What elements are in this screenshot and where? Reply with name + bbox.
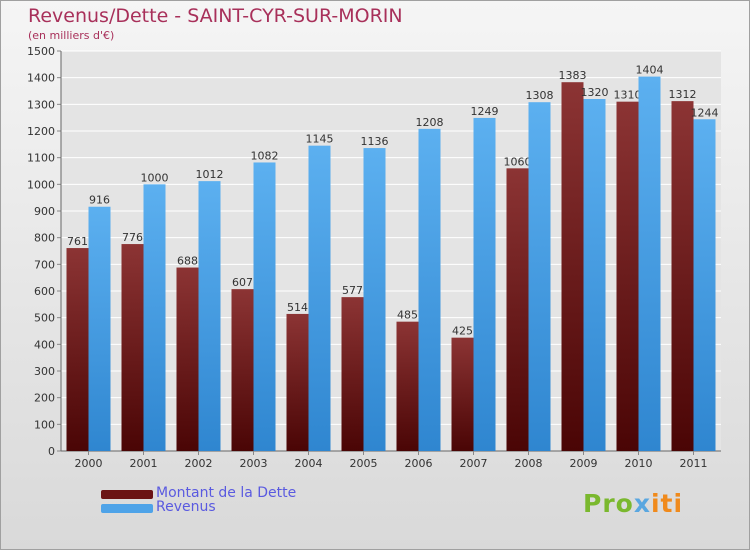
bar-dette (396, 321, 419, 451)
bar-revenus (198, 181, 221, 451)
bar-dette (231, 289, 254, 451)
y-tick-label: 500 (34, 312, 55, 325)
bar-dette (341, 297, 364, 451)
bar-revenus (528, 102, 551, 451)
x-tick-label: 2003 (240, 457, 268, 470)
data-label-dette: 425 (452, 325, 473, 338)
y-tick-label: 100 (34, 418, 55, 431)
data-label-dette: 1383 (559, 69, 587, 82)
data-label-dette: 1060 (504, 155, 532, 168)
bar-revenus (583, 99, 606, 451)
bar-dette (671, 101, 694, 451)
y-tick-label: 600 (34, 285, 55, 298)
legend-label-dette: Montant de la Dette (156, 485, 297, 501)
y-tick-label: 800 (34, 232, 55, 245)
bar-dette (66, 248, 89, 451)
x-tick-label: 2007 (460, 457, 488, 470)
data-label-revenus: 1320 (581, 86, 609, 99)
x-tick-label: 2008 (515, 457, 543, 470)
bar-revenus (308, 145, 331, 451)
data-label-revenus: 1249 (471, 105, 499, 118)
proxiti-logo: Proxiti (583, 489, 684, 518)
bar-revenus (473, 117, 496, 451)
y-tick-label: 300 (34, 365, 55, 378)
data-label-revenus: 1404 (636, 64, 664, 77)
y-tick-label: 200 (34, 392, 55, 405)
chart-subtitle: (en milliers d'€) (28, 29, 115, 42)
y-tick-label: 700 (34, 258, 55, 271)
x-tick-label: 2004 (295, 457, 323, 470)
data-label-revenus: 1145 (306, 133, 334, 146)
y-tick-label: 400 (34, 338, 55, 351)
bar-dette (506, 168, 529, 452)
x-tick-label: 2011 (680, 457, 708, 470)
y-tick-label: 1000 (27, 178, 55, 191)
bar-dette (286, 313, 309, 451)
y-tick-label: 1300 (27, 98, 55, 111)
y-tick-label: 900 (34, 205, 55, 218)
data-label-revenus: 1208 (416, 116, 444, 129)
bar-dette (176, 267, 199, 451)
y-tick-label: 0 (48, 445, 55, 458)
data-label-dette: 776 (122, 231, 143, 244)
data-label-revenus: 1308 (526, 89, 554, 102)
data-label-revenus: 1012 (196, 168, 224, 181)
bar-dette (121, 244, 144, 451)
data-label-dette: 485 (397, 309, 418, 322)
y-tick-label: 1100 (27, 152, 55, 165)
bar-revenus (88, 206, 111, 451)
plot-area (61, 51, 721, 451)
y-tick-label: 1400 (27, 72, 55, 85)
x-tick-label: 2002 (185, 457, 213, 470)
bar-dette (616, 101, 639, 452)
data-label-dette: 761 (67, 235, 88, 248)
bar-revenus (143, 184, 166, 452)
bar-revenus (363, 148, 386, 452)
data-label-dette: 1312 (669, 88, 697, 101)
legend-swatch-dette (101, 490, 153, 499)
x-tick-label: 2001 (130, 457, 158, 470)
legend-swatch-revenus (101, 504, 153, 513)
legend-label-revenus: Revenus (156, 499, 216, 515)
data-label-dette: 688 (177, 255, 198, 268)
x-tick-label: 2009 (570, 457, 598, 470)
data-label-dette: 607 (232, 276, 253, 289)
data-label-revenus: 1000 (141, 171, 169, 184)
x-tick-label: 2006 (405, 457, 433, 470)
y-tick-label: 1500 (27, 45, 55, 58)
chart-title: Revenus/Dette - SAINT-CYR-SUR-MORIN (28, 5, 403, 27)
bar-revenus (693, 119, 716, 452)
bar-revenus (638, 76, 661, 451)
y-tick-label: 1200 (27, 125, 55, 138)
x-tick-label: 2000 (75, 457, 103, 470)
data-label-revenus: 1136 (361, 135, 389, 148)
bar-revenus (253, 162, 276, 451)
x-tick-label: 2005 (350, 457, 378, 470)
bar-revenus (418, 128, 441, 451)
bar-dette (451, 337, 474, 451)
data-label-dette: 1310 (614, 89, 642, 102)
x-tick-label: 2010 (625, 457, 653, 470)
data-label-revenus: 916 (89, 194, 110, 207)
data-label-dette: 514 (287, 301, 308, 314)
data-label-dette: 577 (342, 284, 363, 297)
bar-dette (561, 82, 584, 451)
data-label-revenus: 1244 (691, 106, 719, 119)
data-label-revenus: 1082 (251, 149, 279, 162)
